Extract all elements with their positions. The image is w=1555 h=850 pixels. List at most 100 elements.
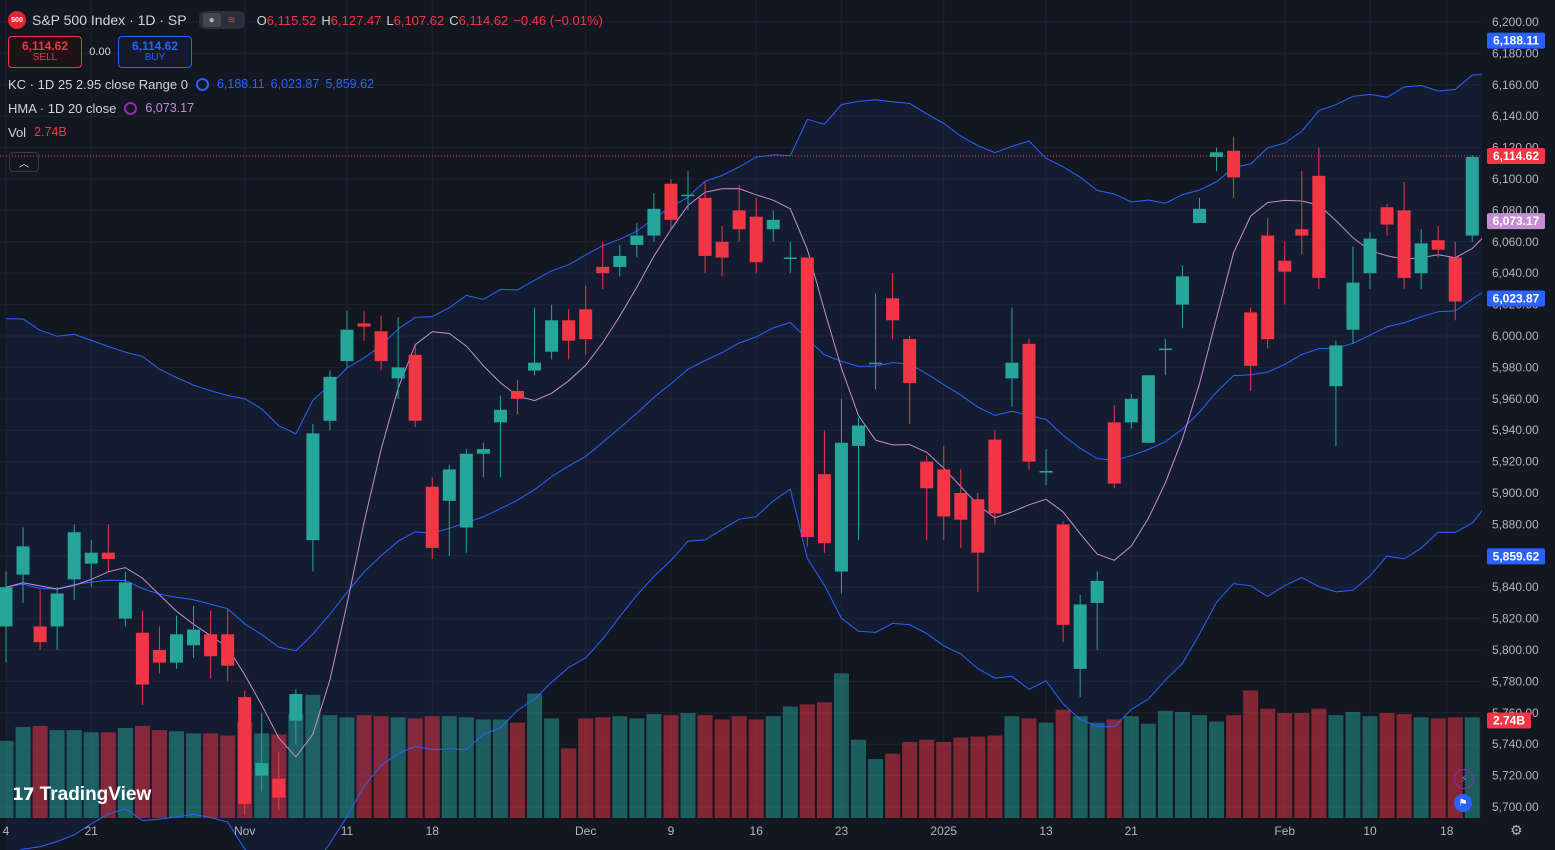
- volume-bar: [117, 728, 133, 818]
- candle-body: [1346, 282, 1360, 330]
- hma-legend[interactable]: HMA · 1D 20 close 6,073.17: [8, 96, 608, 120]
- keltner-upper-line: [5, 73, 1490, 435]
- vol-value: 2.74B: [34, 125, 67, 139]
- candle-body: [630, 235, 644, 245]
- volume-bar: [851, 739, 866, 818]
- symbol-title[interactable]: S&P 500 Index · 1D · SP: [32, 12, 187, 28]
- candle-body: [834, 442, 848, 572]
- candle-body: [749, 216, 763, 263]
- volume-bar: [1447, 717, 1463, 818]
- candle-body: [954, 493, 968, 520]
- volume-bar: [1379, 713, 1395, 818]
- volume-bar: [987, 735, 1003, 818]
- volume-bar: [186, 733, 202, 818]
- volume-bar: [902, 741, 918, 818]
- flag-icon[interactable]: ⚑: [1454, 794, 1472, 812]
- sell-button[interactable]: 6,114.62 SELL: [8, 36, 82, 68]
- keltner-lower-line: [19, 488, 1490, 850]
- candle-body: [221, 634, 235, 666]
- keltner-channel-fill: [6, 74, 1490, 850]
- candle-body: [1073, 604, 1087, 669]
- dot-icon[interactable]: ●: [202, 13, 221, 27]
- candle-body: [0, 587, 13, 627]
- volume-bar: [1004, 716, 1020, 818]
- volume-bar: [305, 694, 321, 818]
- volume-bar: [561, 748, 577, 818]
- candle-body: [920, 461, 934, 489]
- volume-bar: [970, 736, 986, 818]
- volume-bar: [919, 739, 935, 818]
- candle-body: [204, 634, 218, 657]
- candle-body: [1414, 243, 1428, 274]
- price-label-text: 6,023.87: [1493, 292, 1540, 306]
- volume-bar: [15, 726, 31, 818]
- volume-bar: [169, 731, 184, 818]
- symbol-toggles[interactable]: ● ≋: [198, 11, 245, 29]
- x-tick-label: 2025: [930, 824, 957, 838]
- candle-body: [1141, 375, 1155, 443]
- buy-button[interactable]: 6,114.62 BUY: [118, 36, 192, 68]
- kc-upper-value: 6,188.11: [216, 77, 265, 91]
- ohlc-value: 6,107.62: [393, 12, 445, 28]
- volume-bar: [1464, 717, 1480, 818]
- candle-body: [937, 469, 951, 517]
- candle-body: [971, 499, 985, 553]
- y-tick-label: 6,100.00: [1492, 172, 1539, 186]
- candle-body: [323, 376, 337, 421]
- lightning-icon[interactable]: ⚡: [1454, 769, 1474, 789]
- candle-body: [238, 697, 252, 804]
- candle-body: [152, 650, 166, 663]
- collapse-legend-button[interactable]: ︿: [9, 152, 39, 172]
- candle-body: [408, 354, 422, 421]
- price-label-box: [1487, 548, 1545, 565]
- kc-lower-value: 5,859.62: [325, 77, 375, 91]
- volume-bar: [799, 704, 815, 818]
- settings-circle-icon[interactable]: [195, 77, 209, 91]
- candle-body: [289, 693, 303, 721]
- candle-body: [1210, 152, 1224, 158]
- ohlc-key: C: [449, 12, 459, 28]
- vol-legend[interactable]: Vol 2.74B: [8, 120, 608, 144]
- price-axis[interactable]: [1482, 0, 1555, 850]
- volume-bar: [1311, 708, 1327, 818]
- y-tick-label: 5,900.00: [1492, 486, 1539, 500]
- candle-body: [1175, 276, 1189, 305]
- candle-body: [1397, 210, 1411, 278]
- candle-body: [306, 433, 320, 541]
- price-label-text: 6,188.11: [1493, 34, 1539, 48]
- x-tick-label: 18: [426, 824, 440, 838]
- settings-circle-icon[interactable]: [124, 101, 138, 115]
- volume-bar: [544, 718, 560, 818]
- ohlc-key: O: [256, 12, 267, 28]
- volume-bar: [782, 706, 798, 818]
- volume-bar: [510, 722, 525, 818]
- candle-body: [511, 390, 524, 399]
- y-tick-label: 5,740.00: [1492, 737, 1539, 751]
- candle-body: [783, 257, 797, 259]
- candle-body: [528, 362, 542, 371]
- x-tick-label: 11: [341, 824, 354, 838]
- candle-body: [16, 546, 30, 575]
- volume-bar: [1021, 718, 1037, 818]
- volume-bar: [1345, 711, 1361, 818]
- volume-bar: [1260, 708, 1276, 818]
- wave-icon[interactable]: ≋: [227, 14, 236, 26]
- volume-bar: [1328, 715, 1344, 818]
- candle-body: [562, 320, 576, 341]
- x-tick-label: 21: [85, 824, 99, 838]
- candle-body: [1312, 175, 1326, 278]
- candle-body: [613, 255, 627, 267]
- gear-icon[interactable]: ⚙: [1510, 822, 1523, 838]
- volume-bar: [390, 717, 406, 818]
- x-tick-label: Dec: [575, 824, 596, 838]
- tradingview-logo[interactable]: 𝟭𝟳 TradingView: [12, 784, 151, 806]
- y-tick-label: 5,880.00: [1492, 517, 1539, 531]
- candle-body: [1227, 150, 1241, 178]
- y-tick-label: 5,820.00: [1492, 612, 1539, 626]
- candle-body: [340, 329, 354, 362]
- change: −0.46 (−0.01%): [513, 12, 603, 28]
- volume-label-text: 2.74B: [1493, 714, 1525, 728]
- y-tick-label: 5,700.00: [1492, 800, 1539, 814]
- kc-legend[interactable]: KC · 1D 25 2.95 close Range 0 6,188.11 6…: [8, 72, 608, 96]
